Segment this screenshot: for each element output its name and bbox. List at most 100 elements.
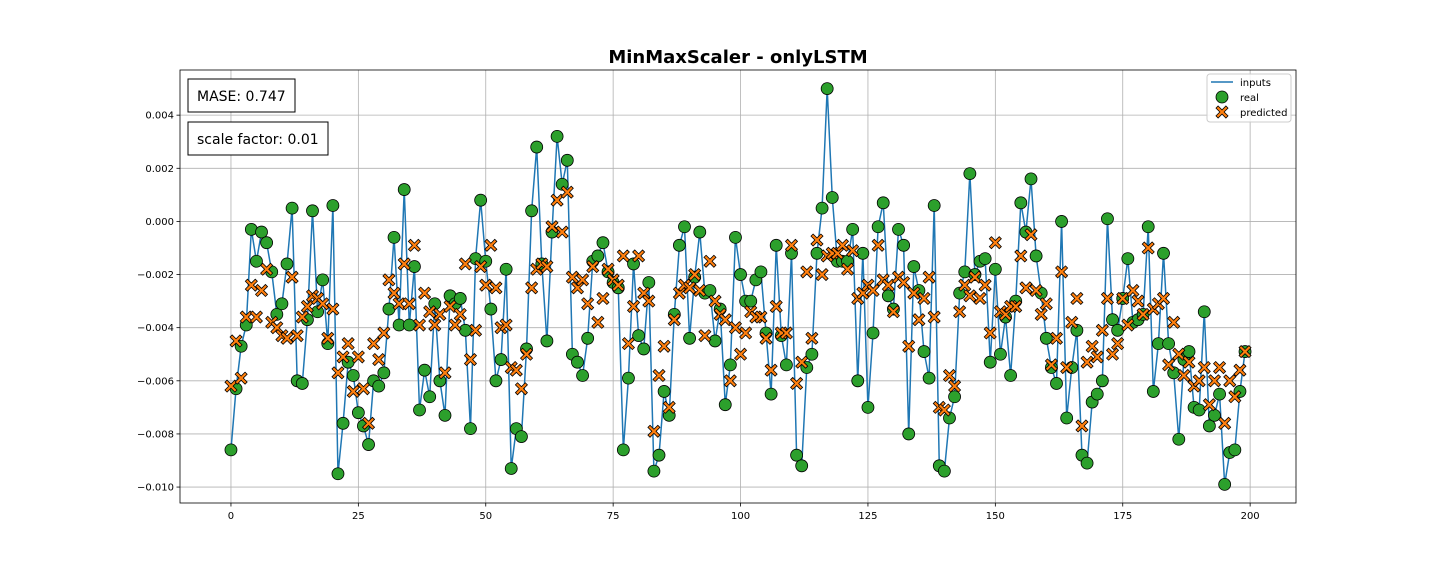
- predicted-point: [244, 278, 258, 292]
- predicted-point: [1111, 337, 1125, 351]
- predicted-point: [708, 294, 722, 308]
- predicted-point: [897, 275, 911, 290]
- x-tick-label: 50: [479, 511, 492, 522]
- predicted-point: [280, 331, 294, 345]
- predicted-point: [667, 313, 681, 327]
- real-point: [825, 191, 839, 204]
- real-point: [1050, 377, 1063, 390]
- real-point: [881, 289, 895, 303]
- real-point: [851, 374, 865, 388]
- real-point: [769, 238, 783, 252]
- predicted-point: [519, 347, 534, 361]
- predicted-point: [397, 257, 411, 271]
- predicted-point: [540, 260, 554, 274]
- predicted-point: [703, 254, 717, 268]
- predicted-point: [1116, 291, 1130, 306]
- legend-inputs-label: inputs: [1240, 78, 1271, 89]
- x-tick-label: 175: [1113, 511, 1132, 522]
- predicted-point: [356, 382, 371, 396]
- predicted-point: [769, 299, 783, 313]
- real-point: [876, 196, 890, 210]
- predicted-point: [866, 283, 880, 298]
- real-point: [622, 371, 635, 385]
- predicted-point: [484, 238, 498, 252]
- real-point: [1060, 411, 1074, 425]
- real-point: [616, 443, 630, 457]
- real-point: [224, 443, 238, 457]
- real-point: [260, 236, 274, 250]
- predicted-point: [550, 193, 564, 207]
- predicted-point: [840, 262, 855, 276]
- x-tick-label: 0: [228, 511, 234, 522]
- predicted-point: [784, 238, 799, 252]
- predicted-point: [468, 323, 483, 337]
- x-tick-label: 150: [986, 511, 1005, 522]
- real-point: [555, 177, 569, 191]
- real-point: [596, 236, 610, 250]
- real-point: [1192, 403, 1206, 417]
- real-point: [1182, 345, 1196, 358]
- real-point: [1039, 331, 1053, 345]
- predicted-point: [545, 220, 559, 234]
- real-point: [255, 225, 268, 239]
- predicted-point: [428, 318, 442, 332]
- predicted-point: [1131, 294, 1145, 308]
- predicted-point: [586, 260, 600, 274]
- real-point: [723, 358, 737, 372]
- predicted-point: [958, 278, 972, 292]
- real-point: [1218, 477, 1232, 491]
- predicted-point: [367, 337, 381, 351]
- predicted-point: [912, 313, 926, 327]
- predicted-point: [458, 257, 472, 271]
- predicted-point: [1233, 363, 1247, 377]
- real-point: [489, 374, 503, 388]
- predicted-point: [260, 262, 274, 276]
- predicted-point: [1065, 315, 1079, 329]
- predicted-point: [361, 416, 376, 430]
- real-point: [963, 167, 977, 181]
- real-point: [1197, 305, 1211, 319]
- real-point: [820, 82, 834, 95]
- real-point: [397, 183, 411, 196]
- real-point: [678, 220, 691, 234]
- predicted-point: [616, 249, 630, 263]
- legend-predicted-marker: [1215, 105, 1229, 119]
- real-point: [413, 403, 426, 417]
- predicted-point: [489, 281, 503, 295]
- predicted-point: [611, 278, 625, 292]
- predicted-point: [1212, 360, 1227, 375]
- real-point: [632, 329, 646, 343]
- real-point: [423, 390, 437, 404]
- predicted-point: [795, 355, 809, 369]
- real-point: [657, 385, 671, 398]
- real-point: [464, 422, 477, 436]
- predicted-point: [1228, 390, 1242, 404]
- predicted-point: [1223, 374, 1237, 388]
- predicted-point: [402, 297, 416, 311]
- predicted-point: [1090, 350, 1104, 364]
- real-point: [275, 297, 289, 311]
- predicted-point: [1019, 281, 1033, 295]
- real-point: [744, 294, 758, 308]
- real-point: [754, 265, 768, 279]
- predicted-point: [295, 310, 309, 324]
- real-point: [764, 387, 778, 401]
- predicted-point: [739, 326, 753, 340]
- real-point: [438, 408, 452, 422]
- predicted-point: [835, 238, 850, 252]
- real-point: [1004, 369, 1018, 382]
- predicted-point: [382, 273, 396, 287]
- x-tick-label: 200: [1241, 511, 1260, 522]
- real-point: [805, 347, 819, 361]
- real-point: [433, 374, 447, 388]
- chart-title: MinMaxScaler - onlyLSTM: [608, 47, 867, 68]
- real-point: [861, 400, 875, 414]
- predicted-point: [346, 384, 360, 398]
- predicted-point: [621, 337, 636, 351]
- predicted-point: [392, 297, 406, 311]
- predicted-point: [652, 368, 666, 383]
- scale-factor-box: [187, 121, 329, 156]
- real-point: [1213, 387, 1226, 401]
- real-point: [515, 430, 528, 443]
- real-point: [693, 225, 707, 239]
